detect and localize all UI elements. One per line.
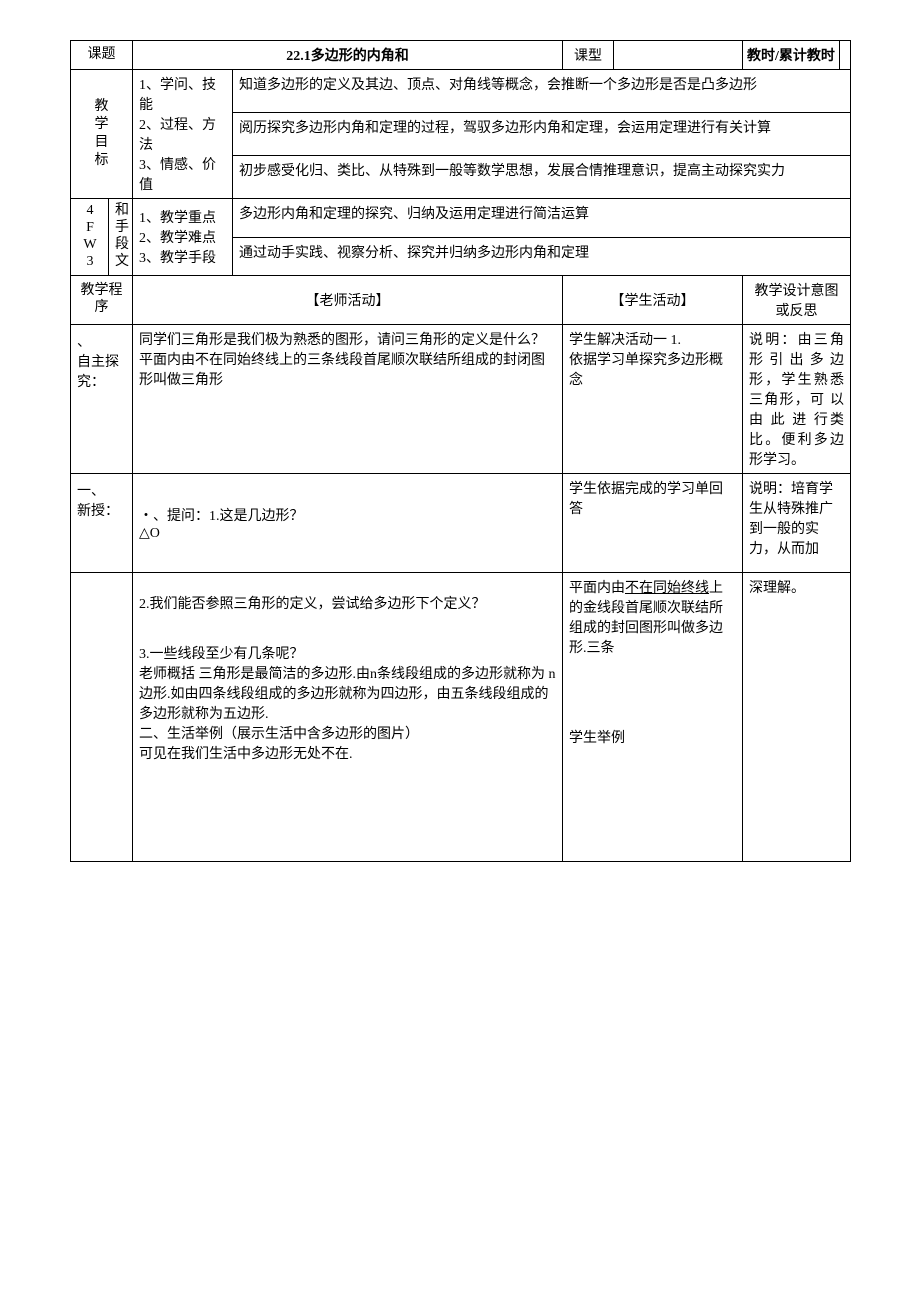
sec1-teacher: 同学们三角形是我们极为熟悉的图形，请问三角形的定义是什么？平面内由不在同始终线上… <box>133 325 563 474</box>
lesson-title: 22.1多边形的内角和 <box>133 41 563 70</box>
header-program: 教学程序 <box>71 276 133 325</box>
header-student: 【学生活动】 <box>563 276 743 325</box>
class-type-value <box>614 41 743 69</box>
focus-left: 1、教学重点 2、教学难点 3、教学手段 <box>133 199 233 276</box>
sec1-label: 、 自主探究： <box>71 325 133 474</box>
lesson-plan-table: 课题 22.1多边形的内角和 课型 教时/累计教时 教学目标 1、学问、技能 2… <box>70 40 851 862</box>
sec2-student: 学生依据完成的学习单回答 <box>563 474 743 573</box>
focus-2: 通过动手实践、视察分析、探究并归纳多边形内角和定理 <box>233 237 851 276</box>
focus-code: 4FW3 <box>71 199 109 276</box>
sec2-reflect: 说明：培育学生从特殊推广到一般的实力，从而加 <box>743 474 851 573</box>
label-hours: 教时/累计教时 <box>743 41 840 69</box>
hours-value <box>840 41 851 69</box>
focus-1: 多边形内角和定理的探究、归纳及运用定理进行简洁运算 <box>233 199 851 238</box>
goal-2: 阅历探究多边形内角和定理的过程，驾驭多边形内角和定理，会运用定理进行有关计算 <box>233 113 851 156</box>
goal-1: 知道多边形的定义及其边、顶点、对角线等概念，会推断一个多边形是否是凸多边形 <box>233 70 851 113</box>
sec3-label <box>71 573 133 862</box>
header-teacher: 【老师活动】 <box>133 276 563 325</box>
label-topic: 课题 <box>71 41 133 70</box>
sec3-reflect: 深理解。 <box>743 573 851 862</box>
lesson-plan-page: 课题 22.1多边形的内角和 课型 教时/累计教时 教学目标 1、学问、技能 2… <box>70 40 850 862</box>
label-goals: 教学目标 <box>71 70 133 199</box>
focus-side: 和手段文 <box>109 199 133 276</box>
header-reflect: 教学设计意图或反思 <box>743 276 851 325</box>
sec1-student: 学生解决活动一 1. 依据学习单探究多边形概念 <box>563 325 743 474</box>
goal-3: 初步感受化归、类比、从特殊到一般等数学思想，发展合情推理意识，提高主动探究实力 <box>233 156 851 199</box>
sec3-student: 平面内由不在同始终线上的金线段首尾顺次联结所组成的封回图形叫做多边形.三条 学生… <box>563 573 743 862</box>
label-class-type: 课型 <box>563 41 614 69</box>
sec3-teacher: 2.我们能否参照三角形的定义，尝试给多边形下个定义？ 3.一些线段至少有几条呢？… <box>133 573 563 862</box>
goals-left: 1、学问、技能 2、过程、方法 3、情感、价值 <box>133 70 233 199</box>
sec2-label: 一、 新授： <box>71 474 133 573</box>
sec1-reflect: 说明：由三角形引出多边形，学生熟悉三角形，可 以 由 此 进 行类比。便利多边形… <box>743 325 851 474</box>
sec2-teacher: ・、提问：1.这是几边形？ △O <box>133 474 563 573</box>
